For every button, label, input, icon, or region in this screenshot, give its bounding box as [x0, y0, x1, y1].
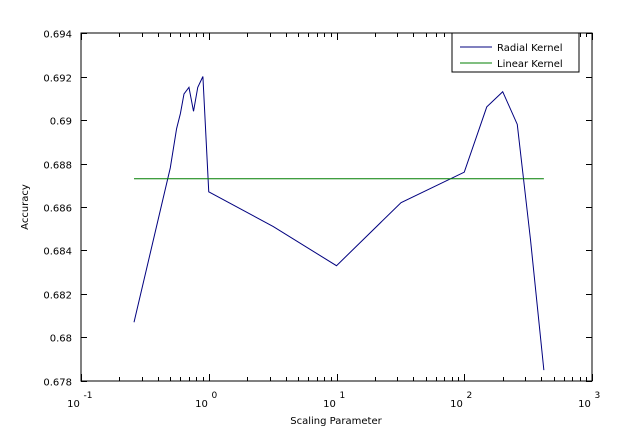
x-tick-label-base: 10	[450, 399, 463, 410]
legend-label-linear-kernel: Linear Kernel	[497, 59, 563, 70]
y-tick-label: 0.682	[43, 291, 72, 302]
x-tick-label-exponent: -1	[84, 391, 93, 401]
y-axis-title: Accuracy	[20, 184, 31, 230]
y-tick-label: 0.692	[43, 74, 72, 85]
x-tick-label-exponent: 3	[595, 391, 601, 401]
series-line-radial-kernel	[133, 76, 545, 371]
y-tick-label: 0.69	[50, 117, 72, 128]
x-tick-label-base: 10	[323, 399, 336, 410]
y-tick-label: 0.688	[43, 161, 72, 172]
x-tick-label-exponent: 1	[340, 391, 346, 401]
x-axis: 10 -1 10 0 10 1 10 2 10 3	[67, 33, 600, 410]
x-tick-label-base: 10	[578, 399, 591, 410]
y-axis: 0.678 0.68 0.682 0.684 0.686 0.688 0.69 0.692 0.…	[43, 30, 592, 389]
data-series-group	[133, 76, 545, 371]
x-tick-label-exponent: 0	[212, 391, 218, 401]
legend-box	[451, 32, 580, 73]
x-axis-title: Scaling Parameter	[290, 416, 382, 427]
x-tick-label-base: 10	[195, 399, 208, 410]
x-tick-label-exponent: 2	[467, 391, 473, 401]
y-tick-label: 0.68	[50, 334, 72, 345]
chart-legend: Radial Kernel Linear Kernel	[451, 32, 580, 73]
y-tick-label: 0.678	[43, 378, 72, 389]
y-tick-label: 0.694	[43, 30, 72, 41]
legend-label-radial-kernel: Radial Kernel	[497, 43, 562, 54]
y-tick-label: 0.684	[43, 247, 72, 258]
plot-background	[81, 33, 592, 381]
x-tick-label-base: 10	[67, 399, 80, 410]
y-tick-label: 0.686	[43, 204, 72, 215]
